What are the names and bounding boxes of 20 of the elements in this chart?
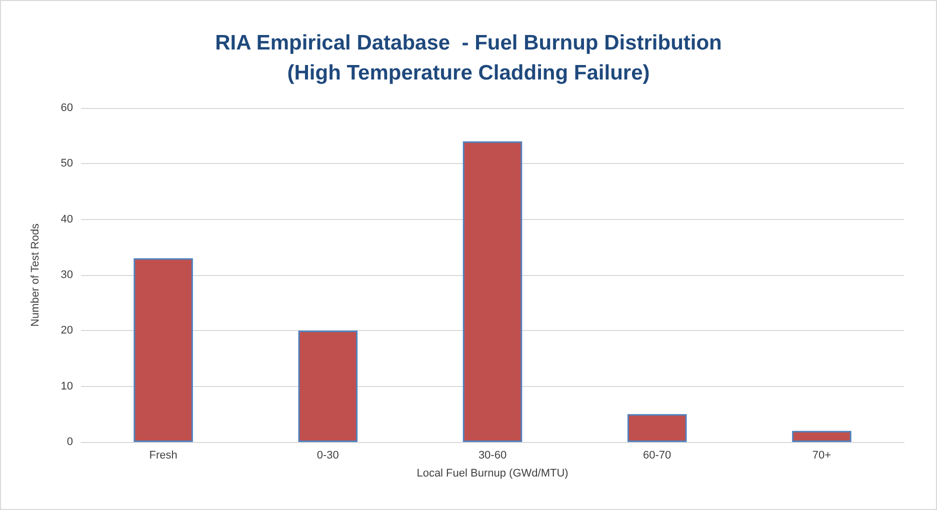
y-tick-label: 20 xyxy=(60,324,73,337)
x-tick-label: 0-30 xyxy=(316,450,339,462)
bar xyxy=(792,430,852,442)
x-tick-label: 70+ xyxy=(812,450,832,462)
chart-title: RIA Empirical Database - Fuel Burnup Distribution (High Temperature Cladding Failure) xyxy=(215,32,722,84)
x-axis-title: Local Fuel Burnup (GWd/MTU) xyxy=(416,468,568,480)
bar xyxy=(298,330,358,442)
bar xyxy=(462,141,522,442)
y-tick-label: 40 xyxy=(60,213,73,226)
x-tick-label: 60-70 xyxy=(643,450,672,462)
x-tick-label: Fresh xyxy=(149,450,178,462)
y-tick-label: 50 xyxy=(60,158,73,170)
y-tick-label: 30 xyxy=(60,269,73,281)
x-tick-label: 30-60 xyxy=(478,450,507,462)
y-axis-title: Number of Test Rods xyxy=(30,222,42,327)
y-tick-label: 10 xyxy=(60,380,73,392)
y-tick-label: 0 xyxy=(66,436,73,448)
bar xyxy=(134,258,193,442)
bar xyxy=(627,414,687,442)
y-tick-label: 60 xyxy=(60,102,73,114)
